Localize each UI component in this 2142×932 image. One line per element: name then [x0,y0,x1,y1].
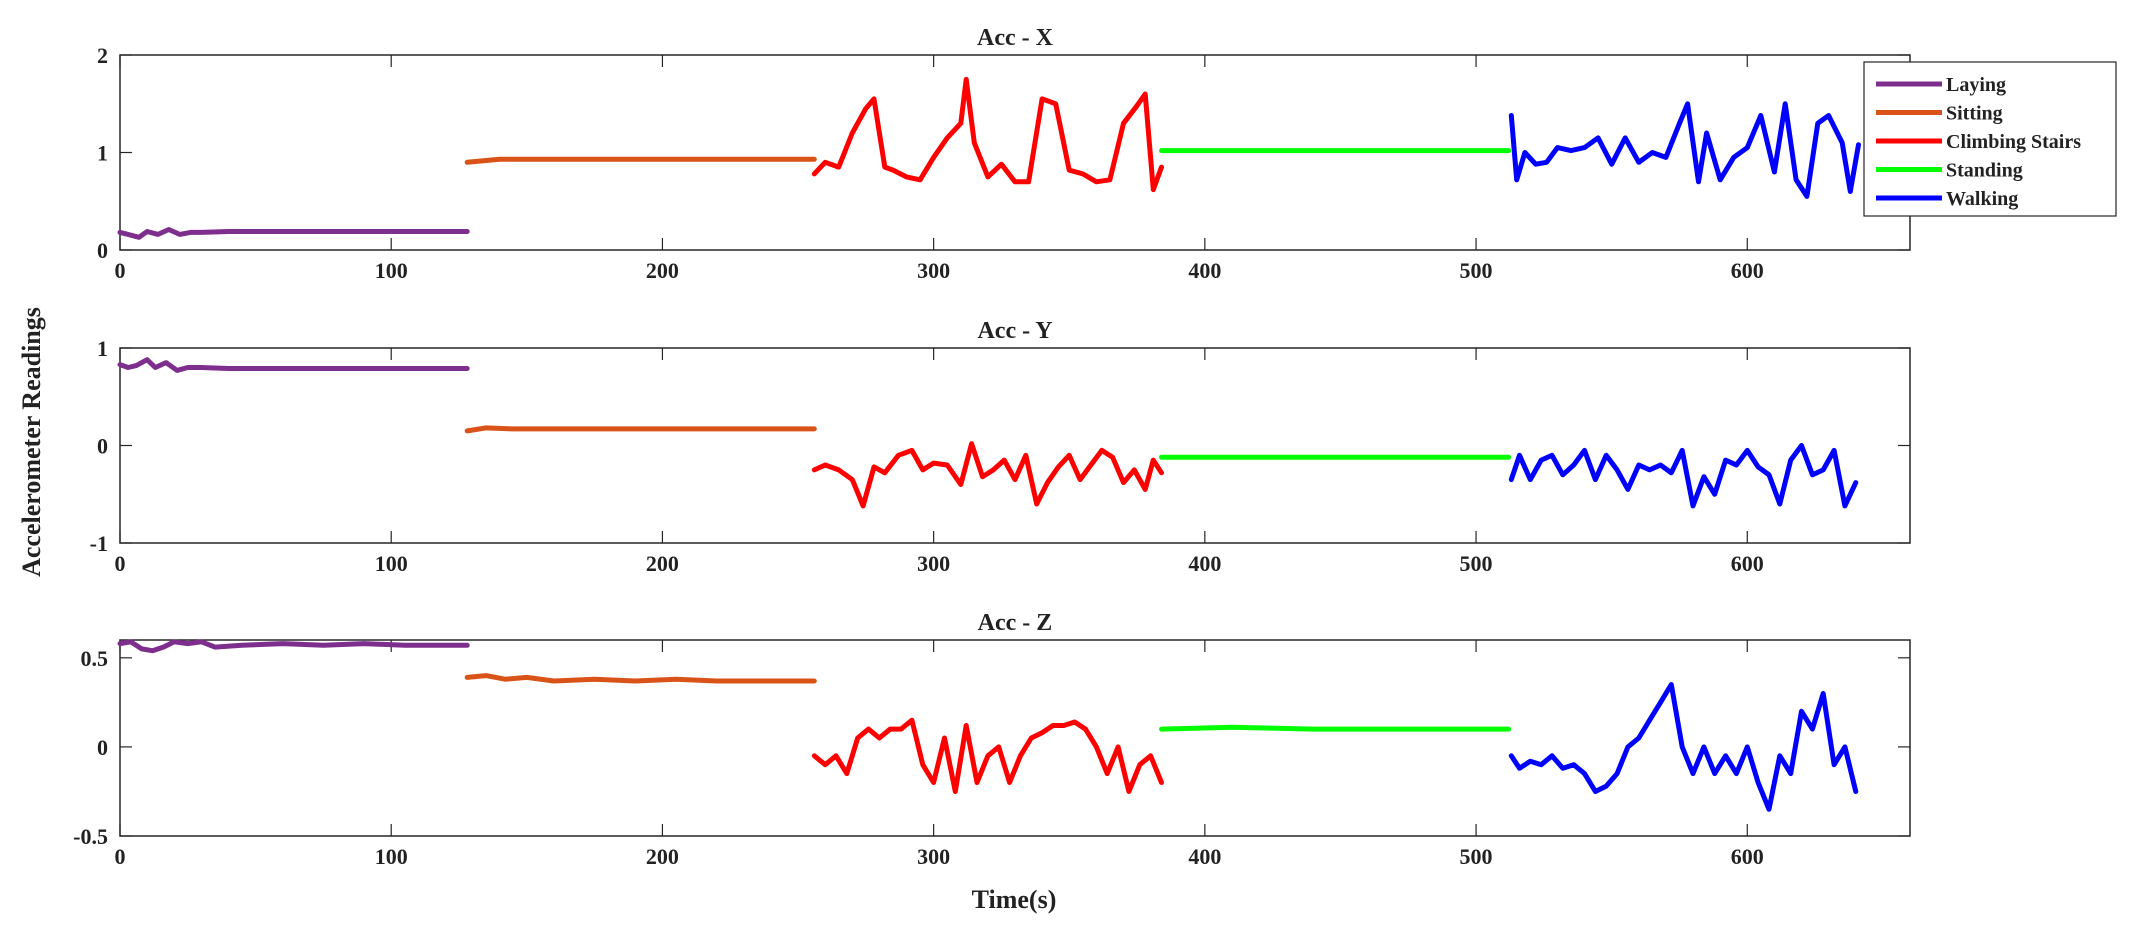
x-tick-label: 200 [646,844,679,869]
panel-1: 0 100 200 300 400 500 600 0 1 2 Acc - X [97,25,1911,283]
y-axis-label: Accelerometer Readings [17,307,46,577]
panel-title: Acc - Y [977,318,1052,344]
legend-label-climbing-stairs: Climbing Stairs [1946,131,2081,153]
x-tick-label: 300 [917,844,950,869]
x-tick-label: 300 [917,258,950,283]
x-tick-label: 400 [1188,258,1221,283]
legend-label-sitting: Sitting [1946,103,2003,125]
panel-title: Acc - X [977,25,1054,51]
x-tick-label: 300 [917,551,950,576]
plot-area-frame [119,347,1911,544]
series-line-walking [1508,443,1859,509]
x-tick-label: 400 [1188,844,1221,869]
x-tick-label: 200 [646,551,679,576]
y-tick-label: 2 [97,43,108,68]
x-tick-label: 0 [115,844,126,869]
x-tick-label: 100 [375,258,408,283]
x-tick-label: 500 [1460,551,1493,576]
legend: Laying Sitting Climbing Stairs Standing Walk… [1863,61,2117,217]
y-tick-label: 0 [97,434,108,459]
y-tick-label: 1 [97,336,108,361]
x-tick-label: 500 [1460,258,1493,283]
y-tick-label: -0.5 [73,824,108,849]
series-line-climbing-stairs [811,717,1164,794]
x-tick-label: 100 [375,844,408,869]
x-tick-label: 500 [1460,844,1493,869]
panel-title: Acc - Z [978,610,1053,636]
y-tick-label: 1 [97,141,108,166]
x-axis-label: Time(s) [972,885,1057,914]
x-tick-label: 0 [115,258,126,283]
series-line-laying [117,227,470,240]
legend-label-laying: Laying [1946,74,2006,96]
series-line-laying [117,357,470,373]
x-tick-label: 600 [1731,258,1764,283]
panel-3: 0 100 200 300 400 500 600 -0.5 0 0.5 Acc - Z [73,610,1911,869]
x-tick-label: 600 [1731,551,1764,576]
legend-label-walking: Walking [1946,188,2018,210]
series-line-climbing-stairs [811,76,1164,193]
y-tick-label: -1 [90,531,108,556]
x-tick-label: 0 [115,551,126,576]
series-line-sitting [464,425,817,434]
y-tick-label: 0.5 [81,646,109,671]
x-tick-label: 100 [375,551,408,576]
series-line-standing [1159,724,1512,732]
series-line-laying [117,639,470,654]
panel-2: 0 100 200 300 400 500 600 -1 0 1 Acc - Y [90,318,1911,576]
series-line-walking [1508,101,1861,199]
plot-area-frame [119,54,1911,251]
legend-label-standing: Standing [1946,160,2023,182]
series-line-walking [1508,682,1859,812]
x-tick-label: 600 [1731,844,1764,869]
series-line-sitting [464,156,817,165]
series-line-sitting [464,673,817,684]
y-tick-label: 0 [97,735,108,760]
x-tick-label: 200 [646,258,679,283]
x-tick-label: 400 [1188,551,1221,576]
plot-area-frame [119,639,1911,837]
y-tick-label: 0 [97,238,108,263]
series-line-climbing-stairs [811,441,1164,509]
